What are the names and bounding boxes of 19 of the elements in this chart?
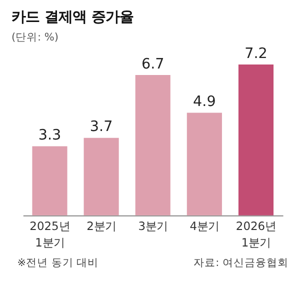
bar <box>238 64 274 216</box>
data-label: 4.9 <box>193 94 216 110</box>
bar <box>84 138 119 216</box>
text: 자료: 여신금융협회 <box>194 257 289 270</box>
data-label: 3.7 <box>90 119 113 136</box>
bar <box>32 146 68 216</box>
bar <box>135 74 170 216</box>
data-label: 7.2 <box>244 46 268 62</box>
bar <box>186 112 222 216</box>
text: ※전년 동기 대비 <box>17 257 99 270</box>
data-label: 6.7 <box>141 56 164 72</box>
chart-title: 카드 결제액 증가율 <box>11 9 134 26</box>
chart-subtitle: (단위: %) <box>11 32 59 44</box>
x-tick-label: 4분기 <box>190 219 220 234</box>
x-tick-label: 2분기 <box>86 219 116 234</box>
x-tick-label: 2026년 1분기 <box>236 219 276 250</box>
x-tick-label: 3분기 <box>138 219 168 234</box>
x-tick-label: 2025년 1분기 <box>30 219 70 250</box>
data-label: 3.3 <box>38 128 62 144</box>
